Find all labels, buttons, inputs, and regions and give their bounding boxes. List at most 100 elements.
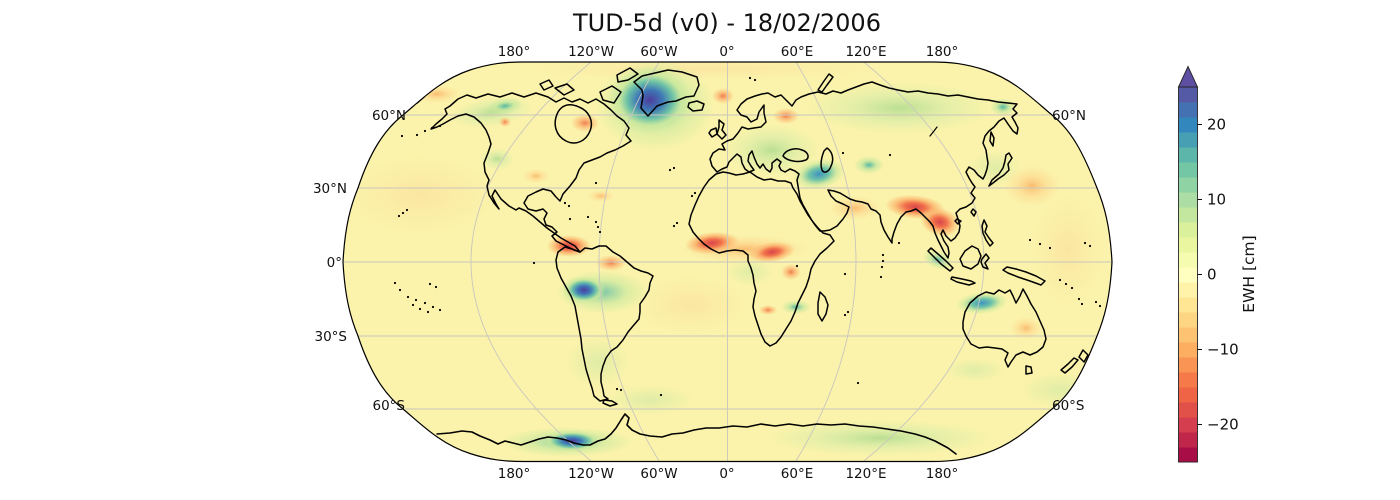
colorbar-band: [1178, 177, 1198, 193]
island-dot: [1088, 244, 1092, 248]
colorbar-band: [1178, 267, 1198, 283]
island-dot: [596, 225, 600, 229]
island-dot: [418, 307, 422, 311]
colorbar-band: [1178, 237, 1198, 253]
island-dot: [619, 388, 623, 392]
lat-label-left: 60°N: [372, 108, 406, 124]
island-dot: [423, 129, 427, 133]
lon-label-bottom: 60°E: [781, 466, 813, 482]
island-dot: [1058, 278, 1062, 282]
island-dot: [594, 181, 598, 185]
island-dot: [879, 275, 883, 279]
anomaly-australia-east-orange: [1010, 317, 1042, 339]
island-dot: [598, 230, 602, 234]
ewh-anomaly-field: [345, 62, 1103, 457]
lon-label-top: 60°E: [781, 44, 813, 60]
island-dot: [397, 214, 401, 218]
island-dot: [393, 281, 397, 285]
anomaly-congo-green: [726, 258, 774, 286]
island-dot: [881, 253, 885, 257]
colorbar-band: [1178, 327, 1198, 343]
island-dot: [856, 381, 860, 385]
colorbar-band: [1178, 402, 1198, 418]
anomaly-se-asia: [920, 207, 960, 237]
anomaly-nw-australia: [956, 291, 1008, 315]
lat-label-right: 60°S: [1052, 398, 1085, 414]
island-dot: [748, 76, 752, 80]
island-dot: [426, 310, 430, 314]
island-dot: [567, 204, 571, 208]
anomaly-mexico-orange: [588, 190, 614, 202]
island-dot: [1080, 302, 1084, 306]
anomaly-s-alaska-spot: [499, 117, 511, 127]
graticule-labels: 180° 120°W 60°W 0° 60°E 120°E 180° 180° 120°W 60°…: [313, 44, 1086, 482]
island-dot: [675, 221, 679, 225]
anomaly-alaska-core: [487, 97, 523, 115]
colorbar-axis-label: EWH [cm]: [1240, 235, 1258, 312]
colorbar: 20 10 0 −10 −20: [1177, 65, 1239, 463]
lon-label-bottom: 180°: [926, 466, 959, 482]
island-dot: [405, 208, 409, 212]
island-dot: [594, 220, 598, 224]
anomaly-central-pacific-wash: [345, 157, 495, 233]
lon-label-bottom: 0°: [719, 466, 734, 482]
island-dot: [1070, 286, 1074, 290]
anomaly-iceland-spot: [712, 88, 734, 104]
colorbar-band: [1178, 147, 1198, 163]
island-dot: [841, 151, 845, 155]
colorbar-band: [1178, 162, 1198, 178]
island-dot: [568, 217, 572, 221]
lon-label-bottom: 120°W: [568, 466, 614, 482]
island-dot: [438, 124, 442, 128]
colorbar-band: [1178, 207, 1198, 223]
island-dot: [411, 303, 415, 307]
lat-label-left: 30°S: [315, 329, 348, 345]
anomaly-arctic-edge-wash: [515, 62, 885, 79]
island-dot: [753, 78, 757, 82]
lon-label-top: 180°: [498, 44, 531, 60]
colorbar-band: [1178, 447, 1198, 463]
island-dot: [415, 133, 419, 137]
plot-title: TUD-5d (v0) - 18/02/2006: [572, 9, 881, 37]
lon-label-top: 120°W: [568, 44, 614, 60]
lat-label-left: 30°N: [313, 181, 347, 197]
colorbar-band: [1178, 117, 1198, 133]
anomaly-sudan-spot: [781, 264, 801, 280]
island-dot: [1064, 282, 1068, 286]
lat-label-left: 0°: [327, 255, 342, 271]
anomaly-scotia-sea-green: [605, 385, 695, 415]
lon-label-top: 60°W: [640, 44, 677, 60]
anomaly-amazon-core: [562, 276, 606, 304]
lon-label-bottom: 60°W: [640, 466, 677, 482]
island-dot: [414, 298, 418, 302]
island-dot: [1077, 297, 1081, 301]
colorbar-band: [1178, 372, 1198, 388]
island-dot: [843, 272, 847, 276]
anomaly-ne-brazil-orange: [596, 255, 626, 271]
anomaly-baltic-spot: [773, 108, 799, 124]
lon-label-top: 0°: [719, 44, 734, 60]
map-border: [342, 61, 1113, 463]
island-dot: [563, 201, 567, 205]
island-dot: [1098, 304, 1102, 308]
anomaly-sw-us-orange: [523, 169, 549, 183]
colorbar-tick-label: 20: [1207, 116, 1226, 134]
anomaly-south-atlantic-wash: [635, 277, 745, 333]
anomaly-east-antarctica-green: [765, 420, 995, 456]
colorbar-tick-label: 10: [1207, 191, 1226, 209]
colorbar-band: [1178, 132, 1198, 148]
island-dot: [406, 295, 410, 299]
island-dot: [428, 282, 432, 286]
anomaly-quebec-orange: [571, 114, 599, 132]
island-dot: [897, 241, 901, 245]
island-dot: [401, 211, 405, 215]
island-dot: [1038, 242, 1042, 246]
island-dot: [659, 393, 663, 397]
island-dot: [693, 191, 697, 195]
island-dot: [1048, 246, 1052, 250]
anomaly-zambia-west-spot: [759, 305, 777, 315]
island-dot: [431, 305, 435, 309]
colorbar-band: [1178, 282, 1198, 298]
colorbar-band: [1178, 387, 1198, 403]
